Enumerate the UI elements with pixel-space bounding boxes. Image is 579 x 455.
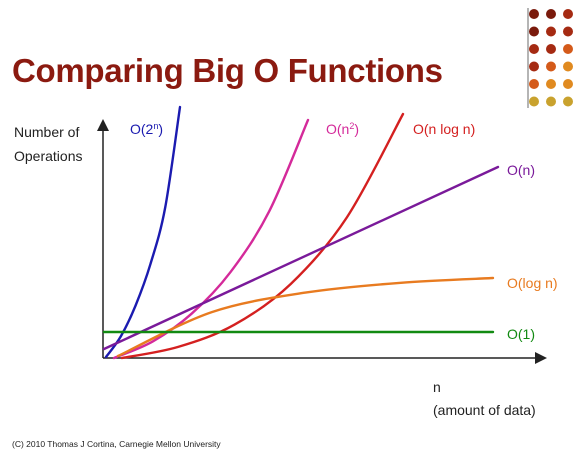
x-axis-label-line-2: (amount of data) xyxy=(433,402,536,418)
y-axis-label-line-1: Number of xyxy=(14,124,80,140)
series-line-3 xyxy=(102,165,500,351)
series-line-2 xyxy=(120,112,405,360)
x-axis-label-line-1: n xyxy=(433,379,441,395)
series-layer xyxy=(102,105,500,360)
y-axis-label-line-2: Operations xyxy=(14,148,83,164)
series-label-5: O(1) xyxy=(507,326,535,342)
series-line-4 xyxy=(116,276,495,358)
slide-title: Comparing Big O Functions xyxy=(12,52,443,89)
series-label-1: O(n2) xyxy=(326,121,360,137)
series-label-0: O(2n) xyxy=(130,121,164,137)
series-line-0 xyxy=(104,105,182,359)
decor-divider-line xyxy=(527,8,529,108)
series-label-3: O(n) xyxy=(507,162,535,178)
footer-copyright: (C) 2010 Thomas J Cortina, Carnegie Mell… xyxy=(12,439,221,449)
series-label-4: O(log n) xyxy=(507,275,558,291)
series-line-1 xyxy=(112,118,310,360)
series-label-2: O(n log n) xyxy=(413,121,476,137)
